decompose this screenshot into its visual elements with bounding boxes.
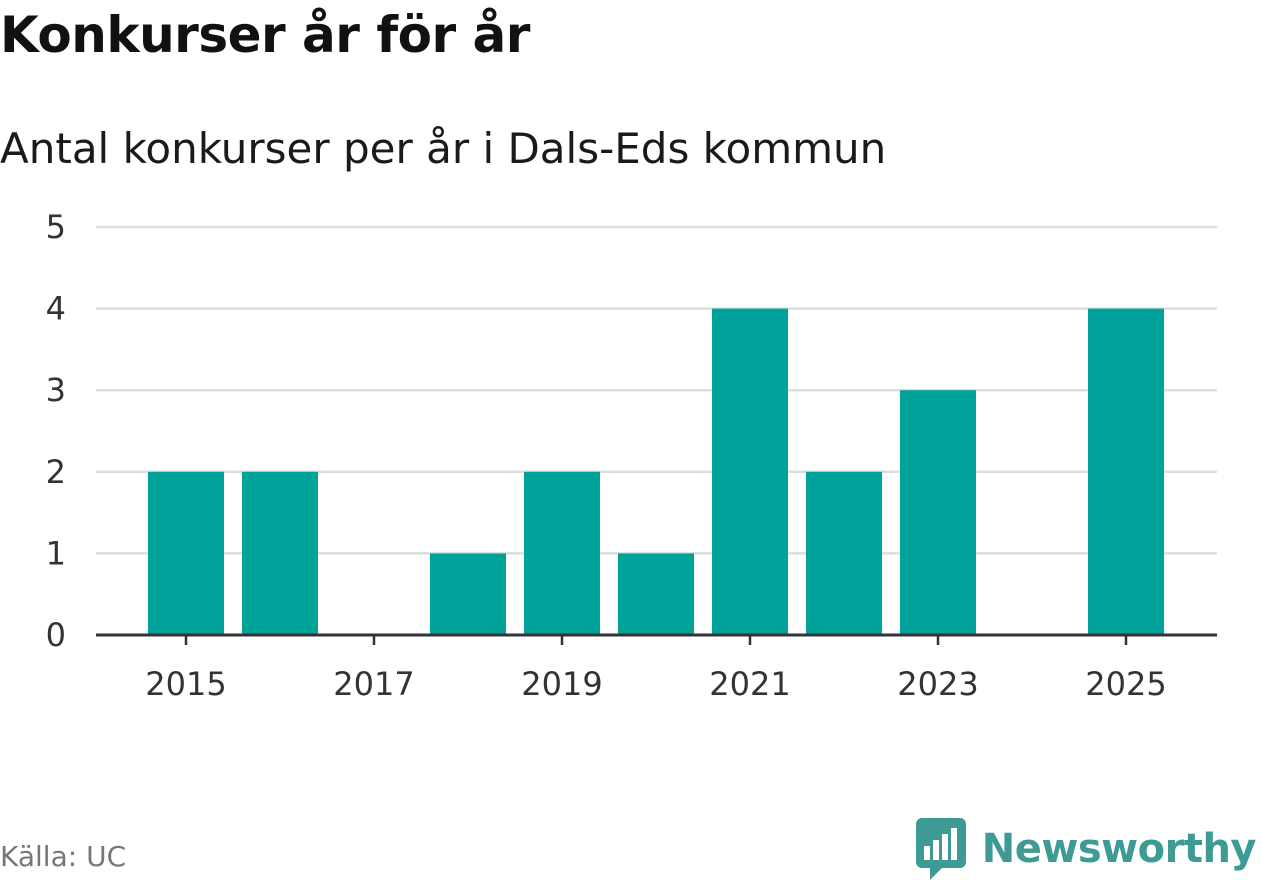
bar-2021 xyxy=(712,308,788,635)
x-tick-label: 2019 xyxy=(521,665,602,703)
bar-2020 xyxy=(618,553,694,635)
y-tick-label: 4 xyxy=(46,290,66,328)
bar-2016 xyxy=(242,471,318,635)
axes: 0 1 2 3 4 5 2015 2017 2019 2021 2023 2025 xyxy=(46,208,1217,703)
chart-subtitle: Antal konkurser per år i Dals-Eds kommun xyxy=(0,124,887,173)
x-tick-label: 2025 xyxy=(1085,665,1166,703)
source-note: Källa: UC xyxy=(0,840,127,873)
bar-2018 xyxy=(430,553,506,635)
x-tick-label: 2015 xyxy=(145,665,226,703)
bars xyxy=(148,308,1164,635)
bar-2019 xyxy=(524,471,600,635)
y-tick-label: 5 xyxy=(46,208,66,246)
chart-title: Konkurser år för år xyxy=(0,6,530,64)
brand-logo: Newsworthy xyxy=(915,818,1257,880)
x-tick-label: 2021 xyxy=(709,665,790,703)
bar-2025 xyxy=(1088,308,1164,635)
brand-name: Newsworthy xyxy=(981,826,1257,872)
y-tick-label: 3 xyxy=(46,371,66,409)
bar-2022 xyxy=(806,471,882,635)
y-tick-label: 0 xyxy=(46,616,66,654)
bar-2023 xyxy=(900,390,976,635)
y-tick-label: 1 xyxy=(46,534,66,572)
x-tick-label: 2023 xyxy=(897,665,978,703)
newsworthy-chart-bubble-icon xyxy=(915,818,966,880)
bar-chart: 0 1 2 3 4 5 2015 2017 2019 2021 2023 2025 xyxy=(46,208,1217,703)
x-tick-label: 2017 xyxy=(333,665,414,703)
y-tick-label: 2 xyxy=(46,453,66,491)
bar-2015 xyxy=(148,471,224,635)
